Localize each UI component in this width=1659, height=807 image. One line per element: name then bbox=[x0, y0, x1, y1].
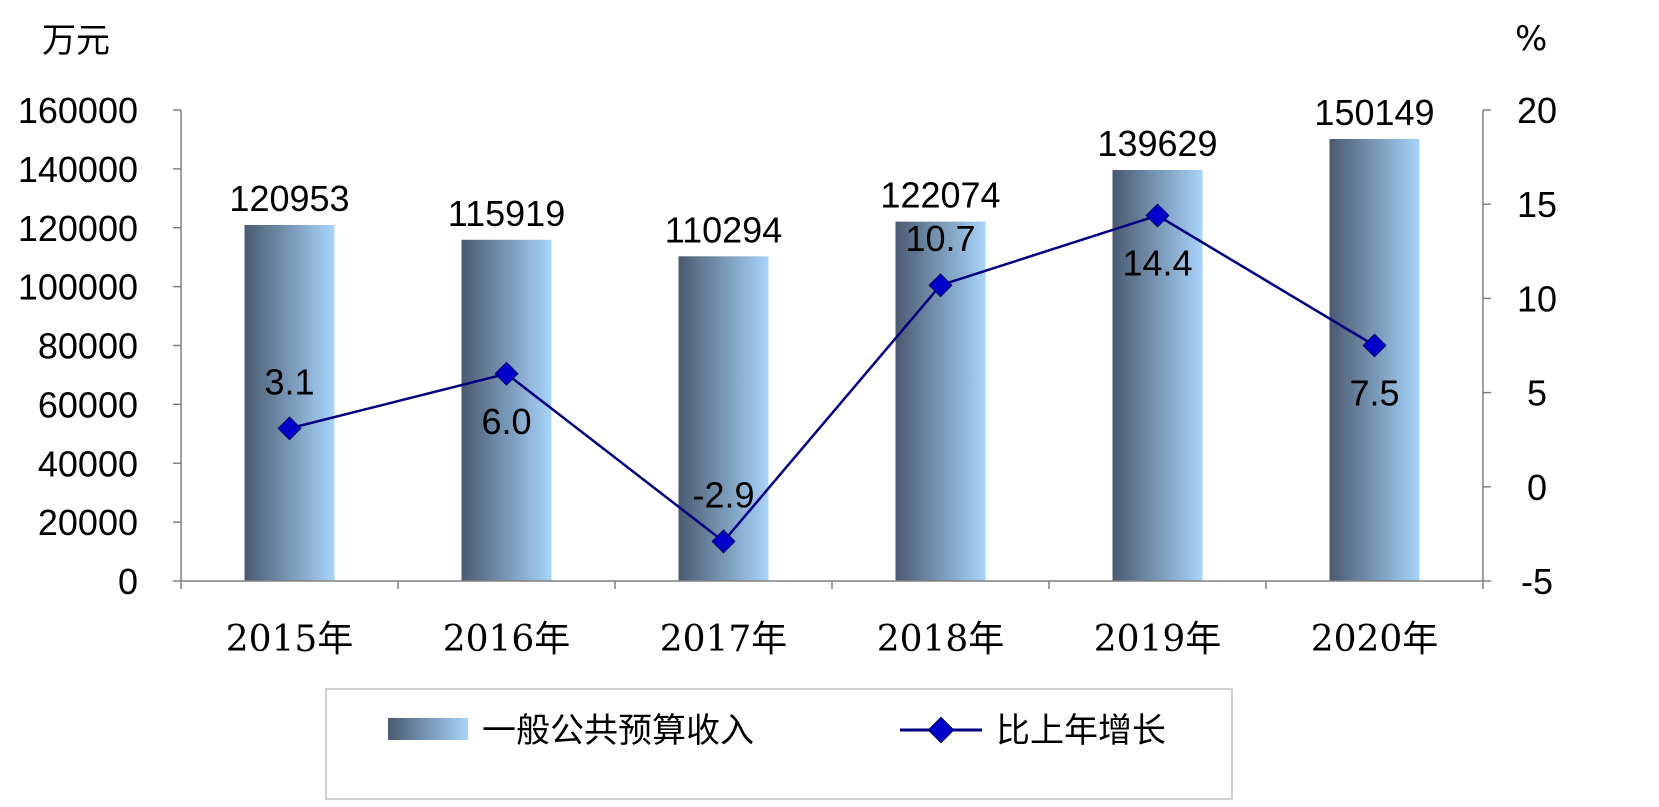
right-tick-label: 15 bbox=[1517, 184, 1557, 225]
line-value-label: -2.9 bbox=[692, 474, 754, 515]
bar-value-label: 115919 bbox=[448, 193, 565, 234]
left-tick-label: 120000 bbox=[18, 208, 138, 249]
left-tick-label: 160000 bbox=[18, 90, 138, 131]
x-tick-label: 2019年 bbox=[1094, 619, 1222, 660]
left-tick-label: 60000 bbox=[38, 384, 138, 425]
line-point bbox=[277, 416, 302, 441]
bar-value-label: 139629 bbox=[1097, 123, 1217, 164]
x-tick-label: 2020年 bbox=[1311, 619, 1439, 660]
bar bbox=[1329, 138, 1420, 581]
line-point bbox=[711, 529, 736, 554]
left-tick-label: 20000 bbox=[38, 502, 138, 543]
bar bbox=[244, 224, 335, 581]
bar-value-label: 110294 bbox=[665, 209, 782, 250]
right-tick-label: 5 bbox=[1527, 373, 1547, 414]
right-tick-label: 10 bbox=[1517, 278, 1557, 319]
bar bbox=[461, 239, 552, 582]
right-axis-unit: % bbox=[1515, 19, 1547, 59]
line-point bbox=[1145, 203, 1170, 228]
bar bbox=[678, 256, 769, 581]
left-axis-unit: 万元 bbox=[42, 21, 110, 61]
bar bbox=[1112, 169, 1203, 581]
x-tick-label: 2018年 bbox=[877, 619, 1005, 660]
right-tick-label: -5 bbox=[1521, 561, 1553, 602]
bar-value-label: 150149 bbox=[1314, 92, 1434, 133]
x-tick-label: 2016年 bbox=[443, 619, 571, 660]
x-tick-label: 2015年 bbox=[226, 619, 354, 660]
line-point bbox=[928, 273, 953, 298]
growth-line bbox=[289, 214, 1376, 544]
bar-value-label: 122074 bbox=[880, 175, 1000, 216]
left-tick-label: 0 bbox=[118, 561, 138, 602]
line-value-label: 6.0 bbox=[481, 401, 531, 442]
bar-value-label: 120953 bbox=[229, 178, 349, 219]
right-tick-label: 0 bbox=[1527, 467, 1547, 508]
legend-bar-swatch bbox=[388, 718, 468, 740]
left-tick-label: 40000 bbox=[38, 443, 138, 484]
line-value-label: 3.1 bbox=[264, 361, 314, 402]
left-tick-label: 80000 bbox=[38, 326, 138, 367]
legend-marker-icon bbox=[927, 716, 955, 744]
line-point bbox=[1362, 333, 1387, 358]
legend-bar-label: 一般公共预算收入 bbox=[482, 711, 754, 751]
x-tick-label: 2017年 bbox=[660, 619, 788, 660]
line-value-label: 14.4 bbox=[1122, 243, 1192, 284]
line-point bbox=[494, 361, 519, 386]
left-tick-label: 100000 bbox=[18, 267, 138, 308]
legend-box bbox=[325, 688, 1233, 800]
right-tick-label: 20 bbox=[1517, 90, 1557, 131]
line-value-label: 10.7 bbox=[905, 218, 975, 259]
left-tick-label: 140000 bbox=[18, 149, 138, 190]
line-value-label: 7.5 bbox=[1349, 373, 1399, 414]
legend: 一般公共预算收入 比上年增长 bbox=[325, 688, 1233, 800]
legend-line-label: 比上年增长 bbox=[996, 711, 1166, 751]
